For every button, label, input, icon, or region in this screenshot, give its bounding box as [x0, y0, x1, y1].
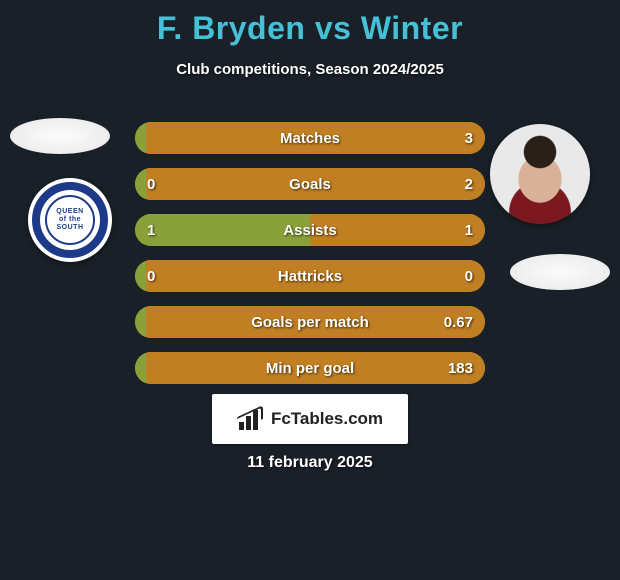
- stat-bar-right-fill: [146, 260, 486, 292]
- stat-bar-track: [135, 168, 485, 200]
- stat-bar-left-fill: [135, 122, 146, 154]
- watermark-text: FcTables.com: [271, 409, 383, 429]
- stat-bar-track: [135, 352, 485, 384]
- stats-chart: Matches3 Goals02 Assists11 Hattricks00 Goals…: [135, 122, 485, 398]
- stat-bar-right-fill: [146, 168, 486, 200]
- stat-row: Min per goal183: [135, 352, 485, 384]
- stat-bar-left-fill: [135, 306, 146, 338]
- stat-row: Goals02: [135, 168, 485, 200]
- page-title: F. Bryden vs Winter: [0, 10, 620, 47]
- player-left-avatar-placeholder: [10, 118, 110, 154]
- stat-row: Assists11: [135, 214, 485, 246]
- player-right-club-placeholder: [510, 254, 610, 290]
- player-right-avatar: [490, 124, 590, 224]
- stat-bar-right-fill: [310, 214, 485, 246]
- stat-bar-track: [135, 214, 485, 246]
- stat-bar-left-fill: [135, 168, 146, 200]
- stat-bar-left-fill: [135, 352, 146, 384]
- club-badge-icon: QUEEN of the SOUTH: [40, 190, 100, 250]
- stat-bar-right-fill: [146, 352, 486, 384]
- stat-bar-left-fill: [135, 214, 310, 246]
- stat-bar-left-fill: [135, 260, 146, 292]
- stat-bar-track: [135, 306, 485, 338]
- player-left-club-badge: QUEEN of the SOUTH: [28, 178, 112, 262]
- club-text-bot: SOUTH: [57, 224, 84, 232]
- watermark-badge: FcTables.com: [212, 394, 408, 444]
- club-text-top: QUEEN: [56, 208, 83, 216]
- chart-logo-icon: [237, 408, 265, 430]
- comparison-card: F. Bryden vs Winter Club competitions, S…: [0, 0, 620, 580]
- club-text-mid: of the: [59, 216, 81, 224]
- stat-bar-track: [135, 260, 485, 292]
- stat-row: Matches3: [135, 122, 485, 154]
- stat-row: Goals per match0.67: [135, 306, 485, 338]
- stat-bar-right-fill: [146, 122, 486, 154]
- date-text: 11 february 2025: [0, 454, 620, 472]
- stat-bar-track: [135, 122, 485, 154]
- stat-row: Hattricks00: [135, 260, 485, 292]
- stat-bar-right-fill: [146, 306, 486, 338]
- subtitle: Club competitions, Season 2024/2025: [0, 61, 620, 78]
